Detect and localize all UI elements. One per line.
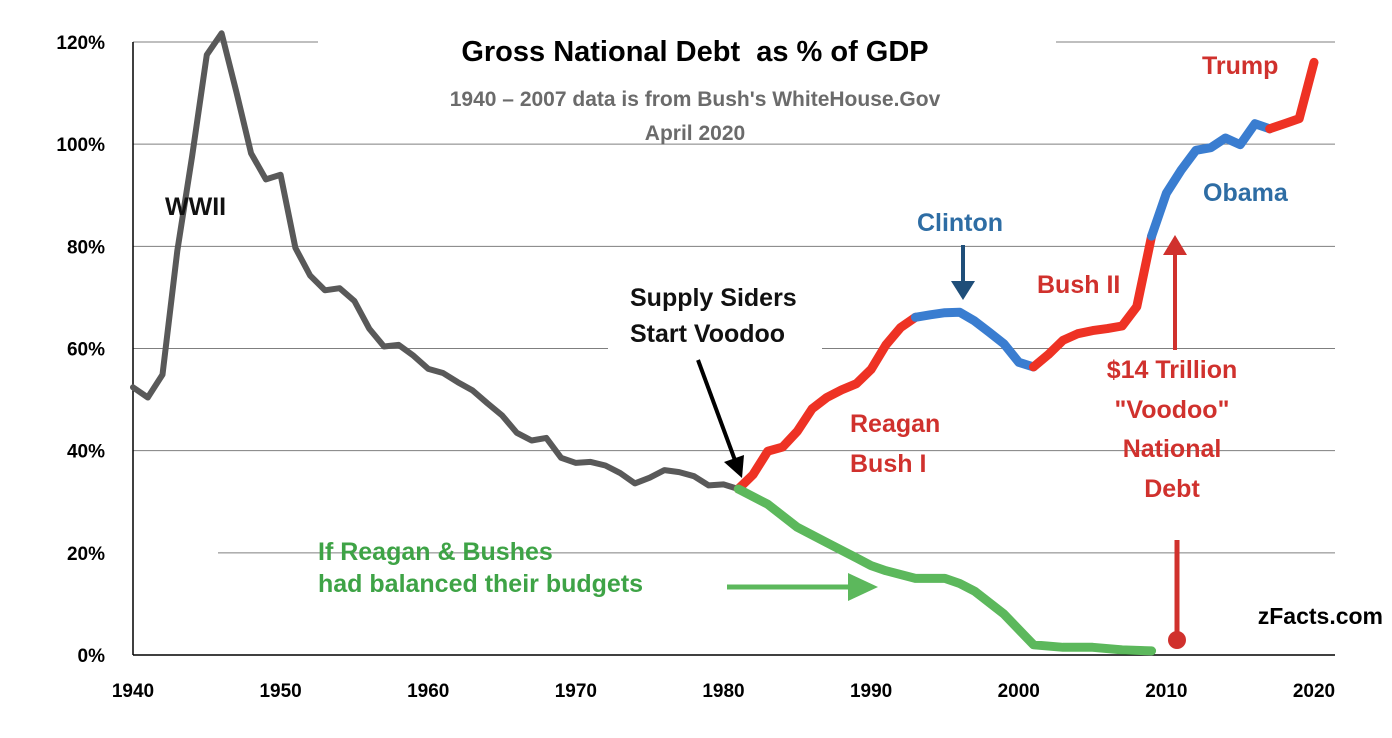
y-tick-label: 60% bbox=[67, 340, 105, 361]
annotation-voodoo-line2: "Voodoo" bbox=[1115, 396, 1230, 424]
chart-subtitle: 1940 – 2007 data is from Bush's WhiteHou… bbox=[450, 88, 941, 111]
source-label: zFacts.com bbox=[1258, 603, 1383, 629]
annotation-trump: Trump bbox=[1202, 52, 1278, 80]
chart-title: Gross National Debt as % of GDP bbox=[461, 36, 928, 68]
voodoo-arrowhead bbox=[1163, 235, 1187, 255]
y-tick-label: 0% bbox=[78, 646, 106, 667]
series-line-6 bbox=[733, 484, 1157, 656]
supply-siders-arrowhead bbox=[724, 455, 744, 478]
y-tick-label: 20% bbox=[67, 544, 105, 565]
x-tick-labels: 1940 1950 1960 1970 1980 1990 2000 2010 2020 bbox=[112, 681, 1335, 702]
annotation-obama: Obama bbox=[1203, 179, 1289, 207]
annotation-wwii: WWII bbox=[165, 193, 226, 221]
annotation-voodoo-line3: National bbox=[1123, 435, 1222, 463]
annotation-supply-siders: Supply Siders bbox=[630, 284, 797, 312]
supply-siders-arrow bbox=[696, 359, 738, 464]
annotation-voodoo-line1: $14 Trillion bbox=[1107, 356, 1238, 384]
y-tick-label: 40% bbox=[67, 442, 105, 463]
annotation-bush-ii: Bush II bbox=[1037, 271, 1120, 299]
annotation-clinton: Clinton bbox=[917, 209, 1003, 237]
y-tick-labels: 0% 20% 40% 60% 80% 100% 120% bbox=[56, 33, 105, 667]
clinton-arrowhead bbox=[951, 281, 975, 300]
series-line-5 bbox=[1265, 57, 1319, 134]
annotation-bush-i: Bush I bbox=[850, 450, 926, 478]
x-tick-label: 2010 bbox=[1145, 681, 1187, 702]
x-tick-label: 1990 bbox=[850, 681, 892, 702]
annotation-reagan: Reagan bbox=[850, 410, 940, 438]
series-line-2 bbox=[910, 307, 1038, 372]
titles: Gross National Debt as % of GDP 1940 – 2… bbox=[450, 36, 941, 145]
x-tick-label: 2020 bbox=[1293, 681, 1335, 702]
x-tick-label: 2000 bbox=[998, 681, 1040, 702]
series-line-0 bbox=[130, 30, 742, 492]
voodoo-pin-dot bbox=[1168, 631, 1186, 649]
annotation-balanced-line1: If Reagan & Bushes bbox=[318, 538, 553, 566]
series-line-1 bbox=[733, 312, 920, 494]
y-tick-label: 80% bbox=[67, 237, 105, 258]
y-tick-label: 100% bbox=[56, 135, 105, 156]
annotation-balanced-line2: had balanced their budgets bbox=[318, 570, 643, 598]
x-tick-label: 1960 bbox=[407, 681, 449, 702]
chart-date-note: April 2020 bbox=[645, 122, 745, 145]
arrows bbox=[696, 235, 1187, 649]
x-tick-label: 1940 bbox=[112, 681, 154, 702]
annotations: WWII Supply Siders Start Voodoo Clinton … bbox=[165, 52, 1289, 598]
series-line-3 bbox=[1029, 231, 1157, 372]
annotation-voodoo-line4: Debt bbox=[1144, 475, 1200, 503]
annotation-start-voodoo: Start Voodoo bbox=[630, 320, 785, 348]
y-tick-label: 120% bbox=[56, 33, 105, 54]
x-tick-label: 1980 bbox=[702, 681, 744, 702]
series-lines bbox=[130, 30, 1319, 656]
series-line-4 bbox=[1147, 119, 1275, 241]
x-tick-label: 1970 bbox=[555, 681, 597, 702]
axes bbox=[132, 42, 1335, 656]
gridlines bbox=[133, 41, 1335, 554]
x-tick-label: 1950 bbox=[259, 681, 301, 702]
balanced-arrowhead bbox=[848, 573, 878, 601]
